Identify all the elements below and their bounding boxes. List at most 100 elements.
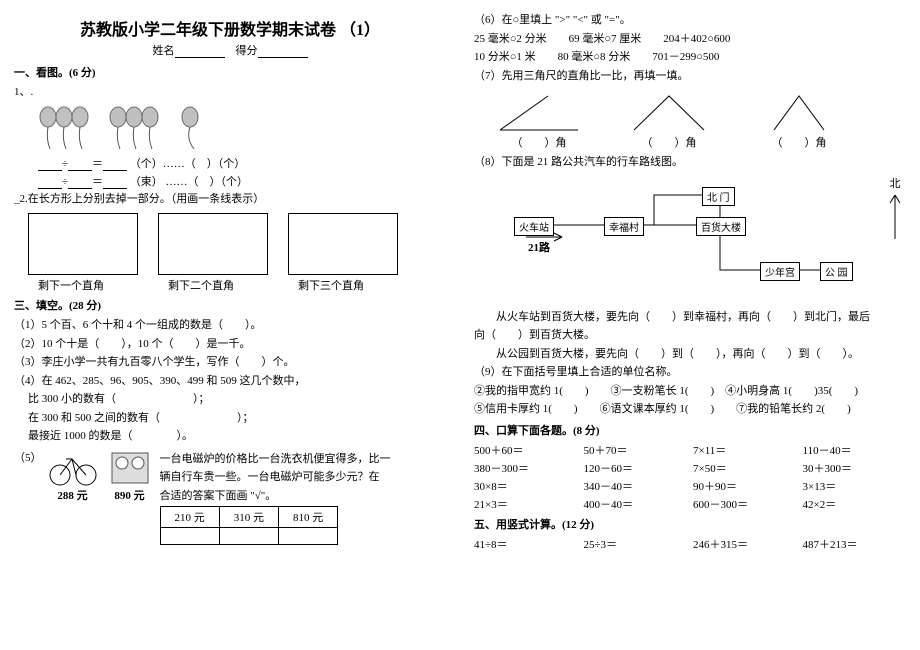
calc-cell: 340－40＝: [584, 478, 688, 494]
sec1-heading: 一、看图。(6 分): [14, 64, 446, 80]
bike-price: 288 元: [46, 487, 100, 503]
bike-box: 288 元: [46, 449, 100, 503]
calc-cell: 21×3＝: [474, 496, 578, 512]
rect-label-3: 剩下三个直角: [288, 277, 398, 293]
f5-text3: 合适的答案下面画 "√"。: [160, 488, 447, 505]
q1-num: 1、.: [14, 84, 446, 101]
f9a: ②我的指甲宽约 1( ) ③一支粉笔长 1( ) ④小明身高 1( )35( ): [474, 383, 906, 400]
vert-grid: 41÷8＝ 25÷3＝ 246＋315＝ 487＋213＝: [474, 536, 906, 552]
f2: （2）10 个十是（ ），10 个（ ）是一千。: [14, 336, 446, 353]
angles-row: [494, 90, 906, 134]
balloon-icon: [108, 105, 160, 151]
balloon-group-2: [108, 105, 160, 151]
ang-lab-2: （ ）角: [624, 134, 714, 150]
washer-box: 890 元: [108, 449, 152, 503]
north-indicator: 北: [888, 175, 902, 239]
rect-label-1: 剩下一个直角: [28, 277, 138, 293]
calc-cell: 42×2＝: [803, 496, 907, 512]
washer-price: 890 元: [108, 487, 152, 503]
node-youth: 少年宫: [760, 262, 800, 281]
score-blank[interactable]: [258, 46, 308, 58]
calc-cell: 90＋90＝: [693, 478, 797, 494]
q2-text: _2.在长方形上分别去掉一部分。（用画一条线表示）: [14, 191, 446, 208]
node-north-gate: 北 门: [702, 187, 735, 206]
calc-cell: 600－300＝: [693, 496, 797, 512]
angle-2: [624, 90, 714, 134]
calc-cell: 30＋300＝: [803, 460, 907, 476]
bus-label: 21路: [528, 239, 550, 255]
eq-line-2: ÷＝ （束） ……（ ）（个）: [14, 173, 446, 189]
name-blank[interactable]: [175, 46, 225, 58]
angle-3: [754, 90, 844, 134]
page-title: 苏教版小学二年级下册数学期末试卷 （1）: [14, 16, 446, 40]
arrow-north-icon: [888, 191, 902, 239]
f4b: 在 300 和 500 之间的数有（ ）；: [14, 410, 446, 427]
rect-3: [288, 213, 398, 275]
f4c: 最接近 1000 的数是（ ）。: [14, 428, 446, 445]
f7: （7）先用三角尺的直角比一比，再填一填。: [474, 68, 906, 85]
calc-cell: 120－60＝: [584, 460, 688, 476]
f4: （4）在 462、285、96、905、390、499 和 509 这几个数中，: [14, 373, 446, 390]
eq1-tail: （个）……（ ）（个）: [130, 158, 246, 170]
score-label: 得分: [236, 45, 258, 57]
f4a: 比 300 小的数有（ ）；: [14, 391, 446, 408]
vert-cell: 41÷8＝: [474, 536, 578, 552]
f8a: 从火车站到百货大楼，要先向（ ）到幸福村，再向（ ）到北门，最后: [474, 309, 906, 326]
f8: （8）下面是 21 路公共汽车的行车路线图。: [474, 154, 906, 171]
rects-row: [28, 213, 446, 275]
f9b: ⑤信用卡厚约 1( ) ⑥语文课本厚约 1( ) ⑦我的铅笔长约 2( ): [474, 401, 906, 418]
f5-num: （5）: [14, 449, 42, 465]
calc-grid: 500＋60＝ 50＋70＝ 7×11＝ 110－40＝ 380－300＝ 12…: [474, 442, 906, 512]
ang-lab-1: （ ）角: [494, 134, 584, 150]
calc-cell: 7×11＝: [693, 442, 797, 458]
tbl-cell-2: 310 元: [219, 507, 278, 528]
calc-cell: 50＋70＝: [584, 442, 688, 458]
north-label: 北: [888, 175, 902, 191]
calc-cell: 30×8＝: [474, 478, 578, 494]
f6b: 10 分米○1 米 80 毫米○8 分米 701－299○500: [474, 49, 906, 66]
angle-1: [494, 90, 584, 134]
calc-cell: 400－40＝: [584, 496, 688, 512]
eq2-tail: （束） ……（ ）（个）: [130, 176, 248, 188]
calc-cell: 110－40＝: [803, 442, 907, 458]
vert-cell: 487＋213＝: [803, 536, 907, 552]
calc-cell: 3×13＝: [803, 478, 907, 494]
f3: （3）李庄小学一共有九百零八个学生，写作（ ）个。: [14, 354, 446, 371]
eq-line-1: ÷＝ （个）……（ ）（个）: [14, 155, 446, 171]
washer-icon: [108, 449, 152, 487]
sec5-heading: 五、用竖式计算。(12 分): [474, 516, 906, 532]
balloon-row: [38, 105, 446, 151]
tbl-cell-3: 810 元: [279, 507, 338, 528]
bus-route-map: 北 北 门 火车站 幸福村 百货大楼 少年宫 公 园 21路: [484, 175, 896, 305]
calc-cell: 7×50＝: [693, 460, 797, 476]
node-dept: 百货大楼: [696, 217, 746, 236]
f6a: 25 毫米○2 分米 69 毫米○7 厘米 204＋402○600: [474, 31, 906, 48]
balloon-icon: [178, 105, 202, 151]
vert-cell: 246＋315＝: [693, 536, 797, 552]
f5-text2: 辆自行车贵一些。一台电磁炉可能多少元？在: [160, 469, 447, 486]
node-station: 火车站: [514, 217, 554, 236]
calc-cell: 500＋60＝: [474, 442, 578, 458]
ang-lab-3: （ ）角: [754, 134, 844, 150]
f5-row: （5） 288 元 890 元 一台电磁炉的价格比一台洗衣机便宜得多，比一 辆自…: [14, 449, 446, 546]
f5-text1: 一台电磁炉的价格比一台洗衣机便宜得多，比一: [160, 451, 447, 468]
node-happy: 幸福村: [604, 217, 644, 236]
rect-1: [28, 213, 138, 275]
sec3-heading: 三、填空。(28 分): [14, 297, 446, 313]
node-park: 公 园: [820, 262, 853, 281]
balloon-single: [178, 105, 202, 151]
calc-cell: 380－300＝: [474, 460, 578, 476]
name-label: 姓名: [153, 45, 175, 57]
f9: （9）在下面括号里填上合适的单位名称。: [474, 364, 906, 381]
vert-cell: 25÷3＝: [584, 536, 688, 552]
balloon-icon: [38, 105, 90, 151]
rect-2: [158, 213, 268, 275]
sec4-heading: 四、口算下面各题。(8 分): [474, 422, 906, 438]
tbl-cell-1: 210 元: [160, 507, 219, 528]
f1: （1）5 个百、6 个十和 4 个一组成的数是（ ）。: [14, 317, 446, 334]
f8b: 向（ ）到百货大楼。: [474, 327, 906, 344]
balloon-group-1: [38, 105, 90, 151]
rect-label-2: 剩下二个直角: [158, 277, 268, 293]
f6: （6）在○里填上 ">" "<" 或 "="。: [474, 12, 906, 29]
f8c: 从公园到百货大楼，要先向（ ）到（ ），再向（ ）到（ ）。: [474, 346, 906, 363]
